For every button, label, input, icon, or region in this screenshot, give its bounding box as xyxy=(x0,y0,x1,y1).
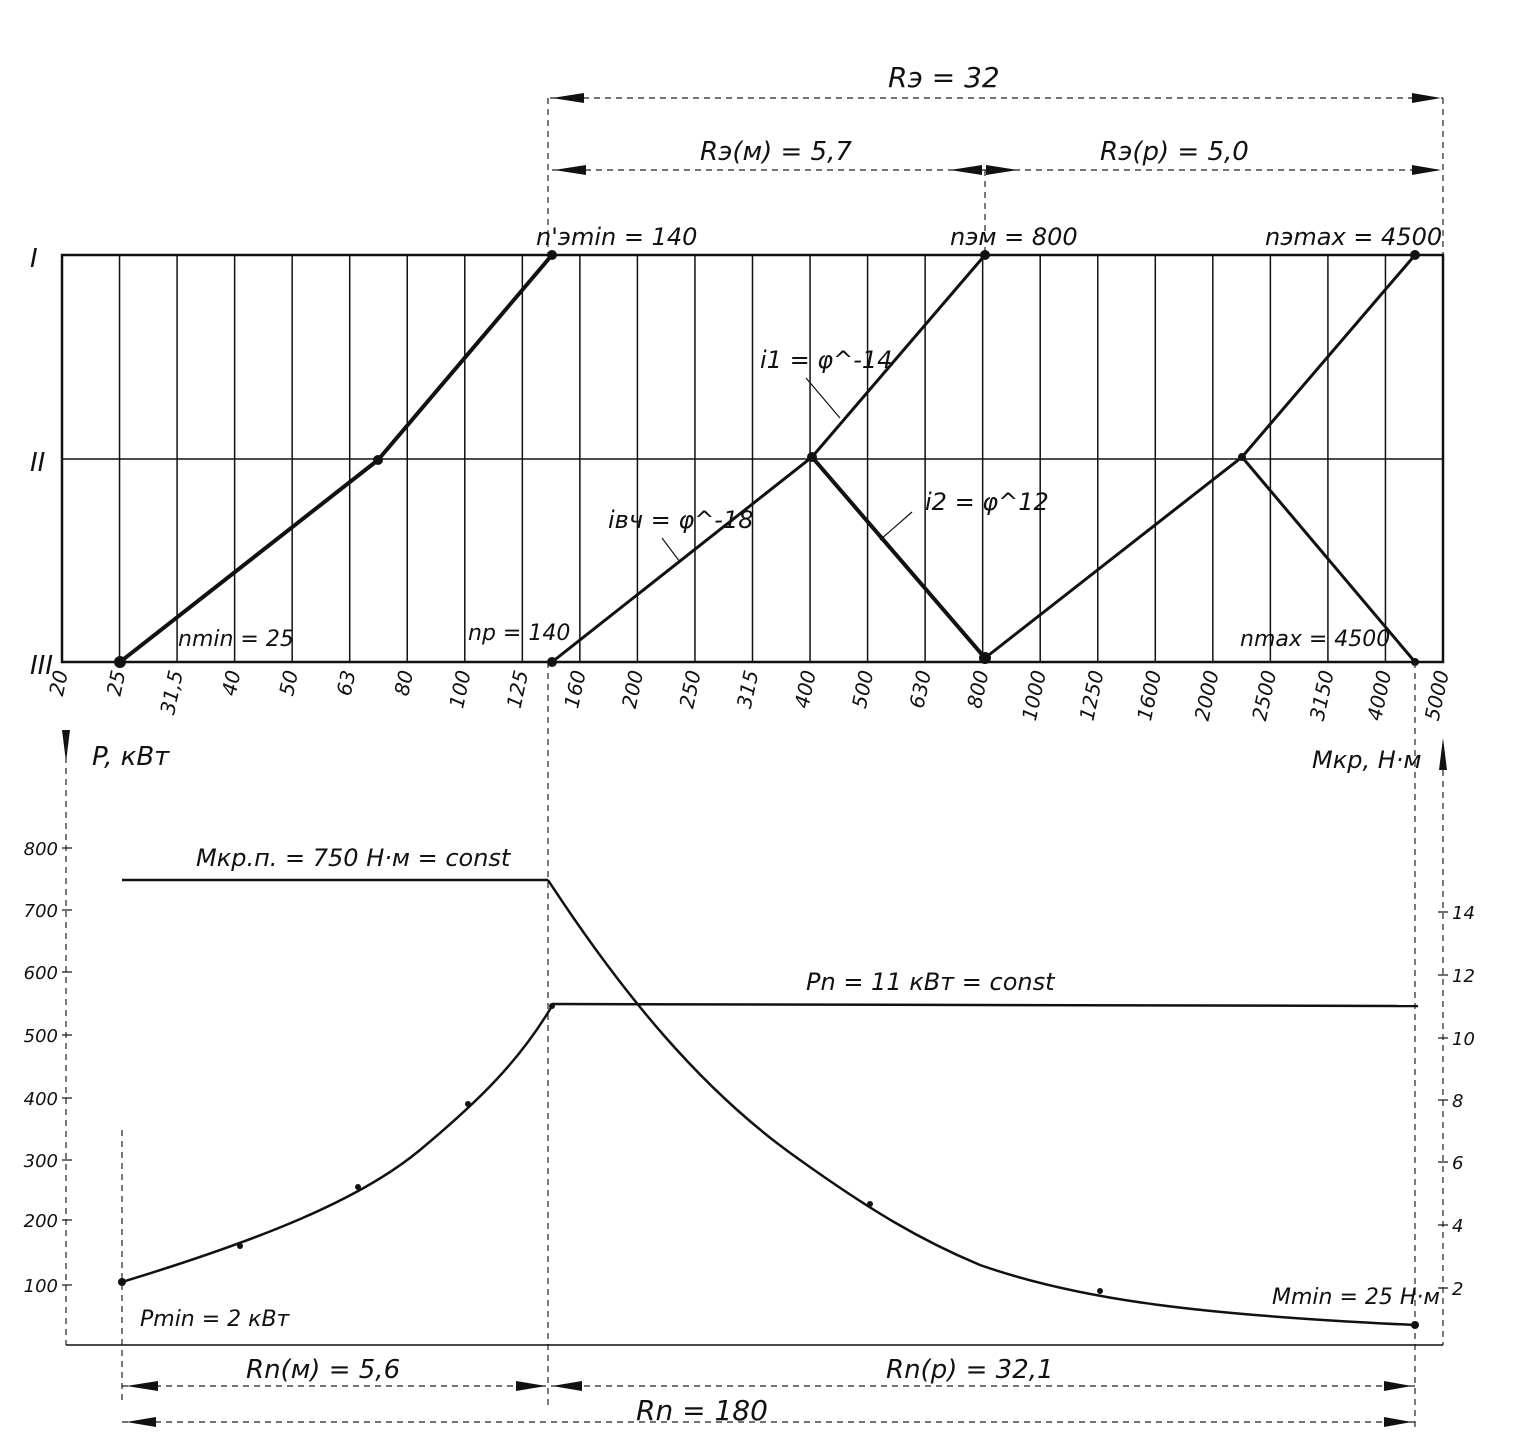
bottom-dimensions: Rn(м) = 5,6 Rn(р) = 32,1 Rn = 180 xyxy=(122,1355,1415,1427)
x-tick-label: 200 xyxy=(617,668,648,710)
shaft-label: II xyxy=(30,448,45,478)
x-tick-label: 400 xyxy=(790,668,821,710)
left-tick-label: 500 xyxy=(24,1026,58,1047)
right-axis-label: Mкр, Н·м xyxy=(1312,746,1421,774)
re-total-label: Rэ = 32 xyxy=(888,61,1000,94)
x-tick-label: 2000 xyxy=(1190,668,1224,723)
n-e-min-label: n'эmin = 140 xyxy=(536,223,697,251)
curve-points xyxy=(118,1003,1419,1329)
x-tick-label: 2500 xyxy=(1247,668,1281,723)
x-tick-label: 50 xyxy=(274,668,303,698)
power-const-line xyxy=(551,1002,1419,1008)
left-tick-label: 700 xyxy=(24,901,58,922)
left-tick-label: 800 xyxy=(24,839,58,860)
right-tick-label: 12 xyxy=(1452,966,1475,987)
n-em-label: nэм = 800 xyxy=(950,223,1078,251)
x-tick-label: 25 xyxy=(102,668,131,698)
p-n-label: Pn = 11 кВт = const xyxy=(806,968,1056,996)
left-tick-label: 300 xyxy=(24,1151,58,1172)
x-tick-label: 160 xyxy=(559,668,590,710)
x-tick-label: 5000 xyxy=(1420,668,1454,723)
axis-captions: P, кВт Mкр, Н·м xyxy=(62,662,1447,1430)
i1-label: i1 = φ^-14 xyxy=(760,346,892,374)
ray-i2-branch xyxy=(810,455,987,660)
x-tick-label: 1600 xyxy=(1132,668,1166,723)
x-tick-label: 63 xyxy=(332,668,361,698)
rn-total-label: Rn = 180 xyxy=(636,1394,768,1427)
x-tick-label: 40 xyxy=(217,668,246,698)
re-m-label: Rэ(м) = 5,7 xyxy=(700,137,852,167)
x-tick-label: 1250 xyxy=(1075,668,1109,723)
x-tick-label: 1000 xyxy=(1017,668,1051,723)
x-tick-label: 31,5 xyxy=(155,668,188,717)
speed-grid xyxy=(60,253,1445,664)
n-p-label: np = 140 xyxy=(468,621,570,646)
left-tick-label: 400 xyxy=(24,1089,58,1110)
power-curve xyxy=(121,1005,554,1284)
x-tick-label: 20 xyxy=(44,668,73,698)
p-min-label: Pmin = 2 кВт xyxy=(140,1307,291,1332)
m-top-label: Mкр.п. = 750 Н·м = const xyxy=(196,844,512,872)
x-tick-label: 80 xyxy=(389,668,418,698)
right-tick-label: 6 xyxy=(1452,1153,1463,1174)
right-tick-label: 2 xyxy=(1452,1279,1463,1300)
m-min-label: Mmin = 25 Н·м xyxy=(1272,1285,1440,1310)
x-tick-label: 4000 xyxy=(1362,668,1396,723)
rn-p-label: Rn(р) = 32,1 xyxy=(886,1355,1054,1385)
x-tick-label: 630 xyxy=(905,668,936,710)
right-tick-label: 4 xyxy=(1452,1216,1463,1237)
n-max-label: nmax = 4500 xyxy=(1240,627,1390,652)
shaft-label: III xyxy=(30,651,53,681)
i2-label: i2 = φ^12 xyxy=(925,488,1049,516)
shaft-label: I xyxy=(30,244,38,274)
leader-lines xyxy=(661,377,913,563)
i-v-label: iвч = φ^-18 xyxy=(608,506,754,534)
x-tick-label: 100 xyxy=(444,668,475,710)
x-tick-labels: 20 25 31,5 40 50 63 80 100 125 160 200 250 315 400 500… xyxy=(44,668,1454,723)
right-tick-label: 14 xyxy=(1452,903,1475,924)
right-tick-label: 10 xyxy=(1452,1029,1475,1050)
left-tick-label: 100 xyxy=(24,1276,58,1297)
rn-m-label: Rn(м) = 5,6 xyxy=(246,1355,400,1385)
right-tick-label: 8 xyxy=(1452,1091,1463,1112)
x-tick-label: 800 xyxy=(962,668,993,710)
x-tick-label: 3150 xyxy=(1305,668,1339,723)
x-tick-label: 500 xyxy=(847,668,878,710)
re-p-label: Rэ(р) = 5,0 xyxy=(1100,137,1249,167)
left-tick-label: 200 xyxy=(24,1211,58,1232)
x-tick-label: 315 xyxy=(732,668,763,710)
power-torque-diagram: 800 700 600 500 400 300 200 100 14 12 10 8 6 4 2 Mкр.… xyxy=(24,839,1475,1346)
x-tick-label: 250 xyxy=(674,668,705,710)
n-e-max-label: nэmax = 4500 xyxy=(1265,223,1442,251)
torque-curve xyxy=(546,879,1416,1327)
x-tick-label: 125 xyxy=(502,668,533,710)
left-axis-label: P, кВт xyxy=(92,742,170,772)
left-tick-label: 600 xyxy=(24,963,58,984)
n-min-label: nmin = 25 xyxy=(178,627,294,652)
left-tick-labels: 800 700 600 500 400 300 200 100 xyxy=(24,839,72,1297)
ray-upper-branch xyxy=(984,254,1417,660)
top-dimensions: Rэ = 32 Rэ(м) = 5,7 Rэ(р) = 5,0 xyxy=(547,61,1444,255)
ray-nodes xyxy=(114,250,1420,668)
ray-down-branch xyxy=(1240,456,1417,663)
right-tick-labels: 14 12 10 8 6 4 2 xyxy=(1438,903,1475,1300)
